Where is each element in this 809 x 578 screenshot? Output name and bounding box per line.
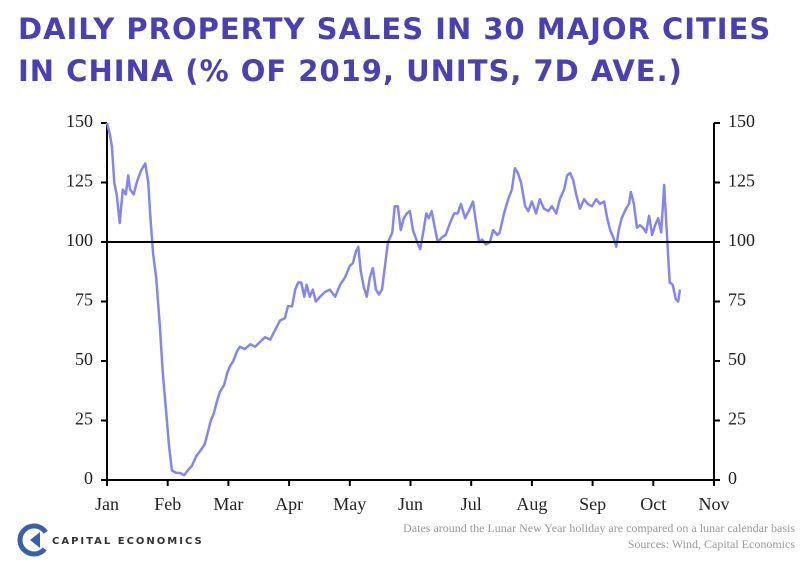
y2-tick-label: 100 [728, 230, 755, 250]
y-tick-label: 50 [75, 349, 93, 369]
x-tick-label: Aug [516, 494, 547, 514]
y-tick-label: 150 [66, 111, 93, 131]
y-tick-label: 75 [75, 290, 93, 310]
y2-tick-label: 25 [728, 409, 746, 429]
chart-title: DAILY PROPERTY SALES IN 30 MAJOR CITIES … [18, 12, 772, 88]
y2-tick-label: 50 [728, 349, 746, 369]
y2-tick-label: 0 [728, 468, 737, 488]
y-tick-label: 100 [66, 230, 93, 250]
x-tick-label: Jan [95, 494, 119, 514]
x-tick-label: Jun [398, 494, 423, 514]
source: Sources: Wind, Capital Economics [628, 537, 796, 551]
y2-tick-label: 150 [728, 111, 755, 131]
x-tick-label: Sep [579, 494, 606, 514]
y2-tick-label: 125 [728, 171, 755, 191]
x-tick-label: May [333, 494, 366, 514]
y2-tick-label: 75 [728, 290, 746, 310]
x-tick-label: Mar [213, 494, 243, 514]
data-line [105, 122, 682, 477]
x-tick-label: Nov [699, 494, 730, 514]
y-tick-label: 25 [75, 409, 93, 429]
x-tick-label: Apr [275, 494, 303, 514]
y-tick-label: 0 [84, 468, 93, 488]
logo-text: CAPITAL ECONOMICS [52, 536, 204, 547]
x-tick-label: Feb [154, 494, 181, 514]
note: Dates around the Lunar New Year holiday … [403, 521, 795, 535]
x-tick-label: Jul [461, 494, 482, 514]
y-tick-label: 125 [66, 171, 93, 191]
logo-icon [17, 523, 51, 557]
x-tick-label: Oct [640, 494, 666, 514]
